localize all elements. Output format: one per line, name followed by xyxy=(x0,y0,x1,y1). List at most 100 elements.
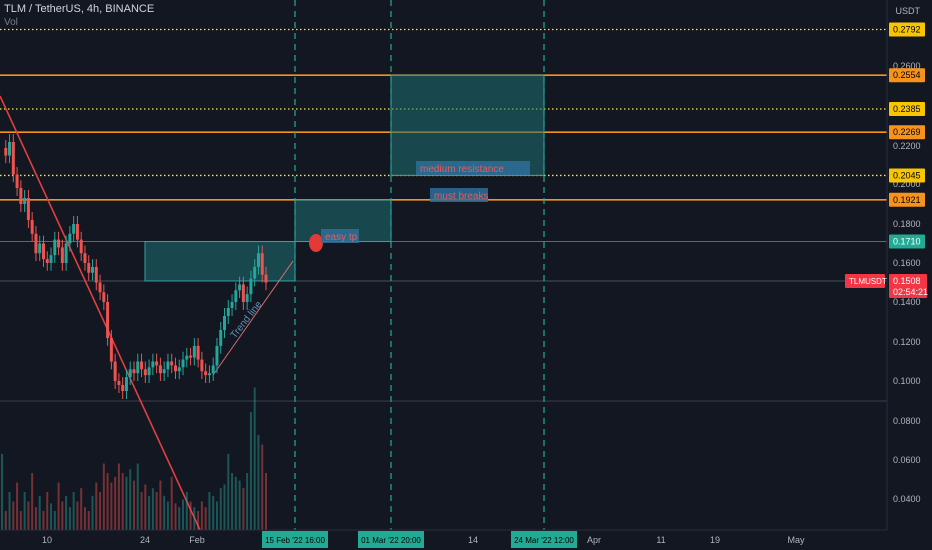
candle-body xyxy=(241,284,245,302)
candle-body xyxy=(264,274,268,283)
volume-bar xyxy=(83,507,86,530)
volume-bar xyxy=(182,499,185,530)
date-marker-label: 15 Feb '22 16:00 xyxy=(265,536,325,545)
volume-bar xyxy=(144,484,147,530)
volume-bar xyxy=(121,473,124,530)
time-axis-bg xyxy=(0,530,932,550)
date-marker-label: 24 Mar '22 12:00 xyxy=(514,536,574,545)
candle-body xyxy=(158,365,162,374)
volume-bar xyxy=(265,473,267,530)
candle-body xyxy=(166,361,170,370)
volume-indicator-label[interactable]: Vol xyxy=(4,17,18,28)
candle-body xyxy=(60,247,64,263)
candle-body xyxy=(128,369,132,378)
price-level-tag xyxy=(889,168,925,183)
x-tick-label: Feb xyxy=(189,535,205,545)
price-level-tag xyxy=(889,22,925,37)
candle-body xyxy=(170,361,174,366)
volume-bar xyxy=(46,492,49,530)
medium-resistance-label-bg xyxy=(416,161,530,175)
price-axis-unit: USDT xyxy=(895,6,921,16)
candle-body xyxy=(11,142,15,175)
candle-body xyxy=(181,359,185,368)
volume-bar xyxy=(208,492,211,530)
candle-body xyxy=(140,361,144,370)
candle-body xyxy=(30,220,34,234)
price-level-tag xyxy=(889,102,925,116)
x-tick-label: 14 xyxy=(468,535,478,545)
target-marker xyxy=(309,234,323,252)
candle-body xyxy=(41,243,45,260)
date-marker-tag xyxy=(262,531,328,548)
volume-bar xyxy=(61,501,64,530)
candle-body xyxy=(238,284,242,291)
x-tick-label: 19 xyxy=(710,535,720,545)
price-level-tag-label: 0.1921 xyxy=(893,195,921,205)
easy-tp-label-group: easy tp xyxy=(325,232,358,243)
volume-bar xyxy=(106,473,109,530)
y-tick-label: 0.0600 xyxy=(893,455,921,465)
symbol-title[interactable]: TLM / TetherUS, 4h, BINANCE xyxy=(4,3,155,15)
volume-bar xyxy=(57,482,60,530)
candle-body xyxy=(151,361,155,368)
volume-bar xyxy=(204,507,207,530)
y-tick-label: 0.2600 xyxy=(893,61,921,71)
candle-body xyxy=(34,233,38,254)
volume-bar xyxy=(185,492,188,530)
volume-bar xyxy=(1,454,3,530)
price-level-tag xyxy=(889,68,925,83)
candle-body xyxy=(98,282,102,293)
candle-body xyxy=(200,359,204,372)
candle-body xyxy=(26,198,30,220)
medium-resistance-label-group: medium resistance xyxy=(420,164,504,175)
candle-body xyxy=(45,259,49,263)
candle-body xyxy=(136,361,140,374)
volume-bar xyxy=(95,482,98,530)
must-breaks-label-group: must breaks xyxy=(434,191,488,202)
candle-body xyxy=(102,292,106,302)
volume-bar xyxy=(125,476,128,530)
volume-bar xyxy=(102,463,105,530)
price-level-tag-label: 0.2045 xyxy=(893,170,921,180)
candle-body xyxy=(226,308,230,316)
volume-bar xyxy=(16,482,19,530)
candle-body xyxy=(143,369,147,376)
candle-body xyxy=(256,253,260,267)
candle-body xyxy=(162,369,166,374)
candle-body xyxy=(91,266,95,273)
candle-body xyxy=(8,142,12,156)
volume-bar xyxy=(53,511,56,530)
descending-trend-line xyxy=(0,95,201,531)
volume-bar xyxy=(234,476,237,530)
volume-bar xyxy=(219,488,222,530)
candle-body xyxy=(72,224,76,234)
volume-bar xyxy=(151,488,154,530)
volume-bar xyxy=(223,484,226,530)
y-tick-label: 0.2200 xyxy=(893,141,921,151)
y-tick-label: 0.1000 xyxy=(893,376,921,386)
volume-bar xyxy=(197,511,200,530)
easy-tp-label: easy tp xyxy=(325,232,358,243)
candle-body xyxy=(64,243,68,263)
volume-bar xyxy=(38,495,41,530)
volume-bar xyxy=(12,501,15,530)
candle-body xyxy=(57,239,61,248)
price-level-tag xyxy=(889,192,925,207)
volume-bar xyxy=(249,412,252,530)
candle-body xyxy=(113,361,117,381)
date-marker-label: 01 Mar '22 20:00 xyxy=(361,536,421,545)
last-price-tag xyxy=(889,273,927,298)
candle-body xyxy=(79,239,83,254)
candle-body xyxy=(121,385,125,391)
candle-body xyxy=(19,188,23,204)
candle-body xyxy=(87,263,91,273)
x-tick-label: 10 xyxy=(42,535,52,545)
volume-bar xyxy=(31,473,34,530)
candle-body xyxy=(124,377,128,391)
volume-bar xyxy=(80,488,83,530)
candle-body xyxy=(38,243,42,254)
y-tick-label: 0.0800 xyxy=(893,416,921,426)
volume-bar xyxy=(238,480,241,530)
candle-body xyxy=(204,371,208,376)
